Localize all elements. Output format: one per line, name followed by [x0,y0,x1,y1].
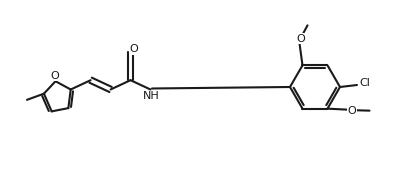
Text: O: O [296,34,305,44]
Text: O: O [130,44,139,54]
Text: NH: NH [143,92,160,102]
Text: O: O [348,106,357,116]
Text: O: O [50,71,59,81]
Text: Cl: Cl [360,79,370,89]
